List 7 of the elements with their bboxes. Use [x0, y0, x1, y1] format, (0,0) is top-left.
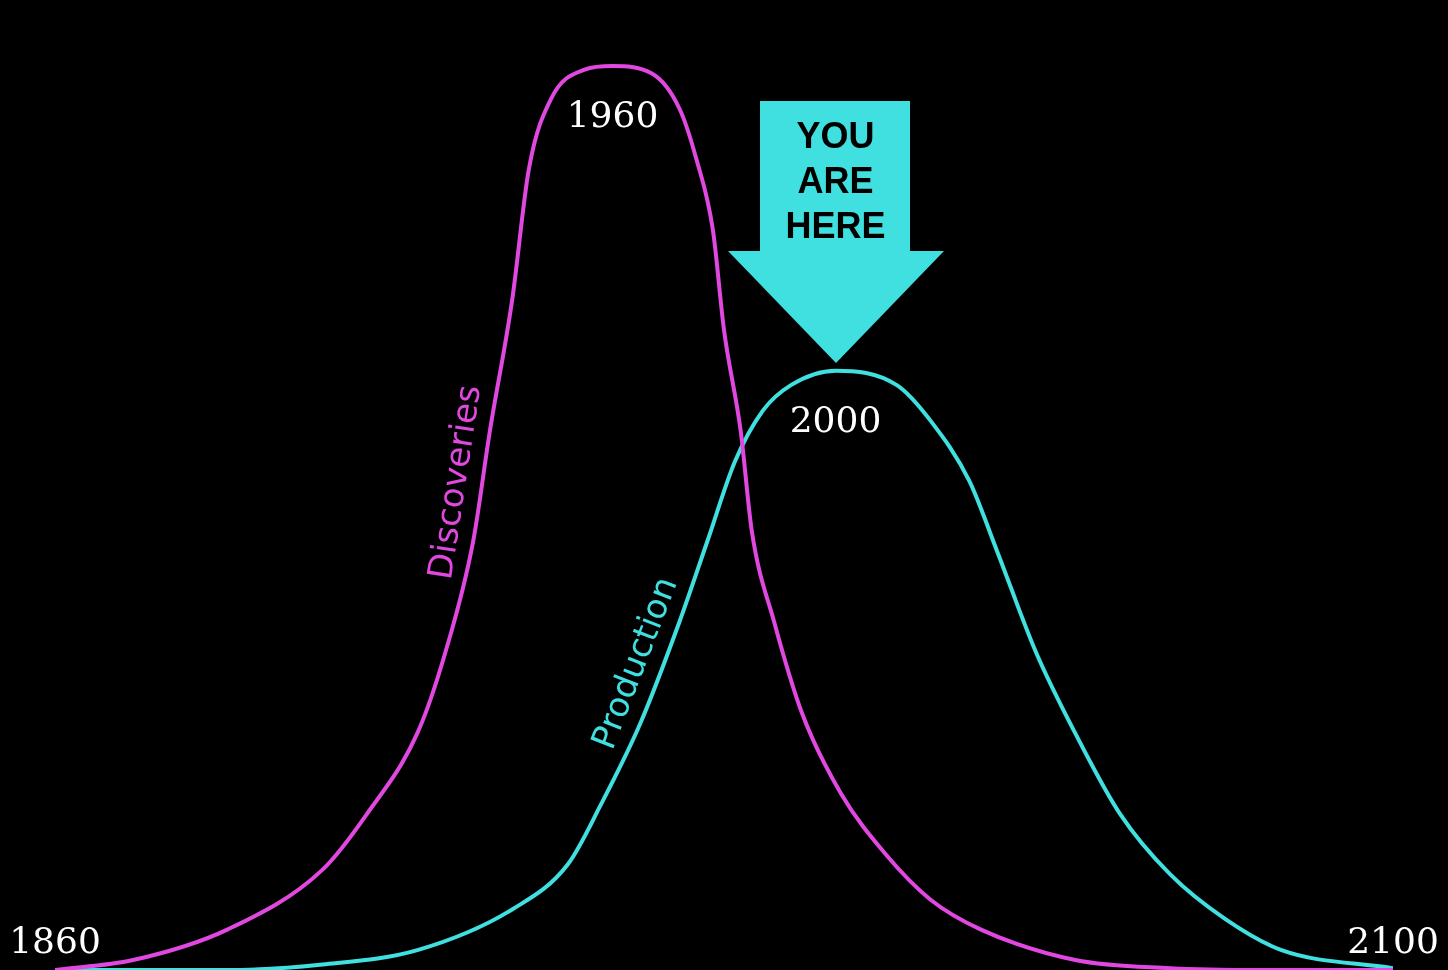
x-tick-label: 2100 [1347, 919, 1439, 961]
down-arrow-icon: YOU ARE HERE [727, 100, 944, 363]
x-tick-label: 1860 [9, 919, 101, 961]
text: Discoveries [419, 382, 489, 582]
annotation: 2000 [789, 399, 882, 441]
annotation: YOU ARE HERE [784, 113, 887, 248]
annotation: 1960 [566, 94, 659, 136]
